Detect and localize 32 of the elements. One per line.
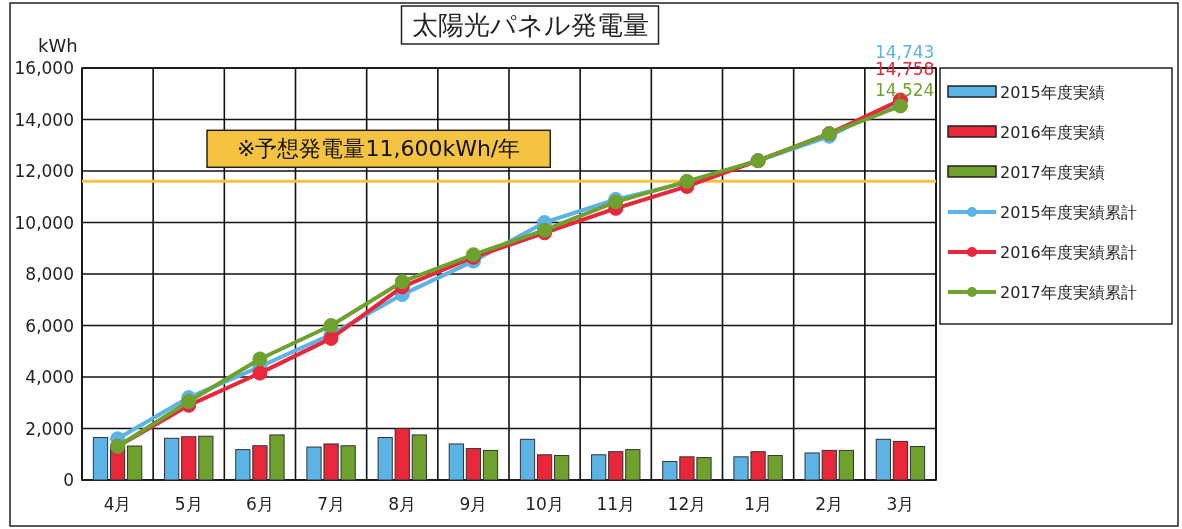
y-tick-label: 2,000: [25, 418, 74, 439]
x-tick-label: 6月: [246, 494, 274, 514]
x-tick-label: 1月: [744, 494, 772, 514]
x-tick-label: 3月: [886, 494, 915, 514]
x-tick-label: 12月: [667, 494, 707, 514]
y-tick-label: 0: [63, 470, 74, 490]
x-tick-label: 11月: [596, 494, 636, 514]
y-tick-label: 16,000: [14, 58, 74, 78]
y-tick-label: 6,000: [25, 315, 74, 336]
x-tick-label: 7月: [317, 494, 345, 514]
legend-label: 2015年度実績: [1000, 83, 1105, 102]
x-tick-label: 8月: [388, 494, 417, 514]
x-tick-label: 2月: [815, 494, 844, 514]
y-tick-label: 8,000: [25, 264, 74, 284]
legend-label: 2017年度実績累計: [1000, 283, 1137, 302]
data-label: 14,743: [874, 42, 935, 63]
y-tick-label: 12,000: [14, 161, 74, 181]
legend-label: 2017年度実績: [1000, 163, 1105, 182]
legend-label: 2016年度実績累計: [1000, 243, 1137, 262]
x-tick-label: 4月: [103, 494, 132, 514]
y-tick-label: 14,000: [14, 109, 74, 130]
x-tick-label: 5月: [174, 494, 203, 514]
y-tick-label: 4,000: [25, 367, 74, 387]
y-tick-label: 10,000: [14, 212, 74, 233]
legend-label: 2016年度実績: [1000, 123, 1105, 142]
ref-line-label: ※予想発電量11,600kWh/年: [237, 136, 521, 162]
y-axis-title: kWh: [38, 35, 78, 56]
data-label: 14,524: [874, 80, 935, 101]
chart-title: 太陽光パネル発電量: [411, 10, 649, 40]
legend-label: 2015年度実績累計: [1000, 203, 1137, 222]
x-tick-label: 10月: [525, 494, 564, 514]
x-tick-label: 9月: [459, 494, 488, 514]
